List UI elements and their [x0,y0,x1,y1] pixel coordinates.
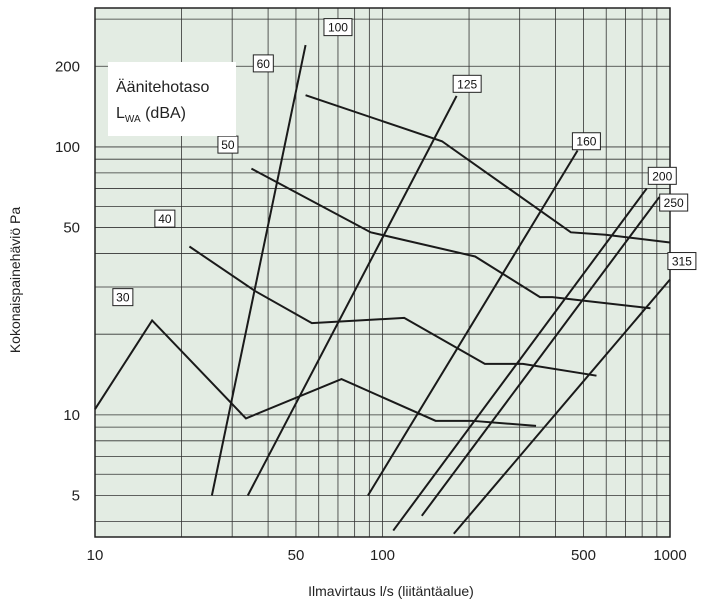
series-label-250: 250 [659,193,689,212]
legend-title: Äänitehotaso [116,78,210,96]
y-tick-label: 10 [63,407,80,424]
plot-frame [94,7,671,538]
x-tick-label: 10 [87,547,104,564]
series-label-315: 315 [667,252,697,271]
legend-box: Äänitehotaso LWA (dBA) [108,62,236,136]
series-label-text: 160 [576,135,596,149]
sound-level-line-30 [94,318,537,427]
x-tick-labels: 10 50 100 500 1000 [87,547,687,564]
legend-subtitle-unit: (dBA) [141,105,186,122]
y-axis-label: Kokonaispainehäviö Pa [7,207,23,354]
series-label-box [154,209,176,228]
series-label-text: 50 [221,138,235,152]
series-label-text: 40 [158,212,172,226]
series-label-box [112,288,134,307]
series-label-box [571,132,601,151]
series-label-box [452,74,482,93]
size-line-160 [367,149,579,497]
series-label-box [667,252,697,271]
series-labels: 100 60 50 40 30 125 160 200 250 315 [112,18,697,307]
size-line-200 [392,187,648,532]
sound-level-line-40 [188,245,597,377]
y-tick-label: 50 [63,220,80,237]
series-label-200: 200 [647,166,677,185]
x-axis-label: Ilmavirtaus l/s (liitäntäalue) [308,583,474,599]
series-label-40: 40 [154,209,176,228]
series-label-60: 60 [252,54,274,73]
y-tick-labels: 5 10 50 100 200 [55,58,80,504]
legend-subtitle: LWA (dBA) [116,105,186,125]
sound-level-line-60 [305,94,671,244]
series-label-text: 200 [652,169,672,183]
series-label-box [323,18,353,37]
series-label-100: 100 [323,18,353,37]
sound-level-line-50 [250,167,651,310]
series-label-125: 125 [452,74,482,93]
series-label-text: 315 [672,255,692,269]
size-line-100 [210,44,307,496]
x-tick-label: 50 [288,547,305,564]
series-label-50: 50 [217,135,239,154]
series-label-text: 30 [116,291,130,305]
y-tick-label: 100 [55,139,80,156]
x-tick-label: 1000 [653,547,686,564]
series-label-text: 125 [457,77,477,91]
x-tick-label: 100 [370,547,395,564]
series-label-text: 100 [328,21,348,35]
series-label-box [659,193,689,212]
size-line-315 [453,278,671,535]
series-label-box [217,135,239,154]
series-label-text: 60 [257,57,271,71]
series-label-box [252,54,274,73]
y-tick-label: 5 [72,487,80,504]
series-label-box [647,166,677,185]
legend-subtitle-sub: WA [125,114,141,125]
legend-subtitle-main: L [116,105,125,122]
series-layer [94,44,671,535]
series-label-160: 160 [571,132,601,151]
series-label-text: 250 [664,196,684,210]
size-line-125 [246,95,458,496]
x-tick-label: 500 [571,547,596,564]
series-label-30: 30 [112,288,134,307]
y-tick-label: 200 [55,58,80,75]
size-line-250 [421,196,661,517]
